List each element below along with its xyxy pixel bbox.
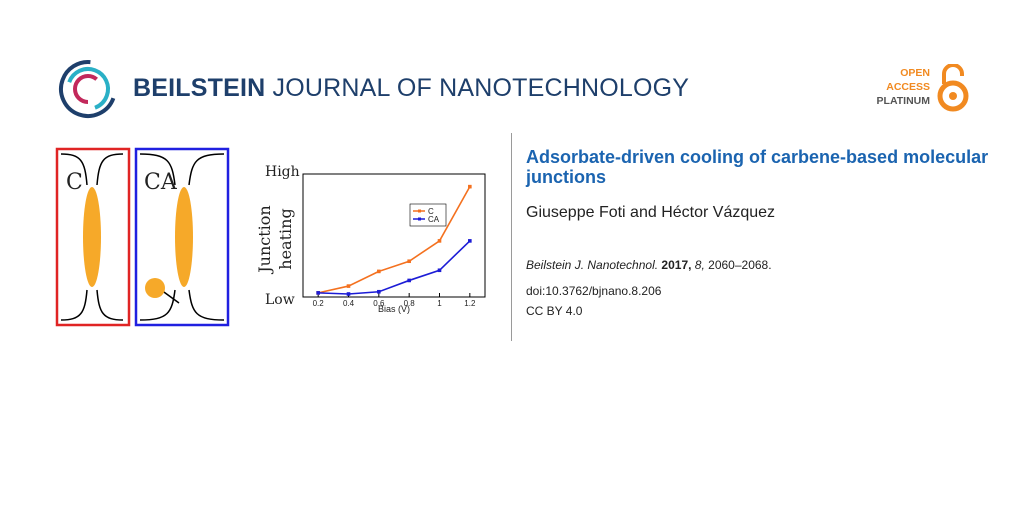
citation-pages: 2060–2068.	[708, 258, 772, 272]
article-authors: Giuseppe Foti and Héctor Vázquez	[526, 204, 776, 221]
data-point	[346, 292, 351, 296]
data-point	[407, 278, 411, 283]
citation: Beilstein J. Nanotechnol. 2017, 8, 2060–…	[526, 258, 772, 272]
x-tick-label: 0.2	[313, 299, 325, 308]
data-point	[377, 269, 381, 274]
data-point	[377, 289, 381, 294]
y-axis-label-line2: heating	[276, 208, 295, 269]
y-tick-high: High	[265, 164, 300, 180]
legend-label: C	[428, 207, 434, 216]
x-tick-label: 0.4	[343, 299, 355, 308]
heating-chart: High Low Junction heating 0.2 0.4 0.6 0.8 1 1…	[255, 164, 486, 314]
legend-label: CA	[428, 215, 440, 224]
data-point	[407, 259, 411, 264]
data-point	[468, 239, 472, 243]
license[interactable]: CC BY 4.0	[526, 304, 583, 318]
data-point	[316, 291, 320, 295]
doi-link[interactable]: doi:10.3762/bjnano.8.206	[526, 284, 662, 298]
graphical-abstract: C CA High Low Junction heating 0.2 0.4 0.6…	[55, 145, 495, 330]
chart-legend: CCA	[409, 203, 447, 227]
legend-marker	[418, 217, 421, 221]
badge-line-open: OPEN	[900, 67, 930, 79]
citation-year: 2017,	[661, 258, 692, 272]
journal-name-bold: BEILSTEIN	[133, 74, 266, 102]
y-tick-low: Low	[265, 292, 295, 308]
series-line-0	[317, 186, 471, 294]
panel-c: C	[55, 147, 131, 327]
x-tick-label: 1.2	[464, 299, 476, 308]
legend-marker	[418, 209, 421, 213]
vertical-divider	[511, 133, 512, 341]
open-lock-icon	[936, 63, 970, 112]
data-point	[346, 284, 351, 288]
x-axis-label: Bias (V)	[378, 304, 410, 314]
citation-volume: 8,	[694, 258, 705, 272]
panel-ca: CA	[134, 147, 230, 327]
x-tick-label: 1	[437, 299, 442, 308]
journal-name-rest: JOURNAL OF NANOTECHNOLOGY	[272, 74, 690, 102]
panel-c-label: C	[66, 170, 83, 195]
plot-frame	[302, 173, 486, 298]
x-tick-label: 0.8	[404, 299, 416, 308]
x-tick-label: 0.6	[373, 299, 385, 308]
journal-name[interactable]: BEILSTEIN JOURNAL OF NANOTECHNOLOGY	[133, 74, 689, 103]
data-point	[437, 268, 442, 273]
panel-ca-label: CA	[144, 170, 178, 195]
article-title[interactable]: Adsorbate-driven cooling of carbene-base…	[526, 147, 989, 187]
series-line-1	[318, 240, 471, 295]
data-point	[437, 239, 442, 243]
badge-line-access: ACCESS	[886, 81, 930, 93]
badge-line-platinum: PLATINUM	[876, 95, 930, 107]
open-access-badge: OPEN ACCESS PLATINUM	[860, 63, 972, 112]
data-point	[468, 184, 472, 189]
journal-abbrev: Beilstein J. Nanotechnol.	[526, 258, 659, 272]
journal-logo-icon	[57, 58, 119, 120]
y-axis-label-line1: Junction	[255, 205, 274, 274]
